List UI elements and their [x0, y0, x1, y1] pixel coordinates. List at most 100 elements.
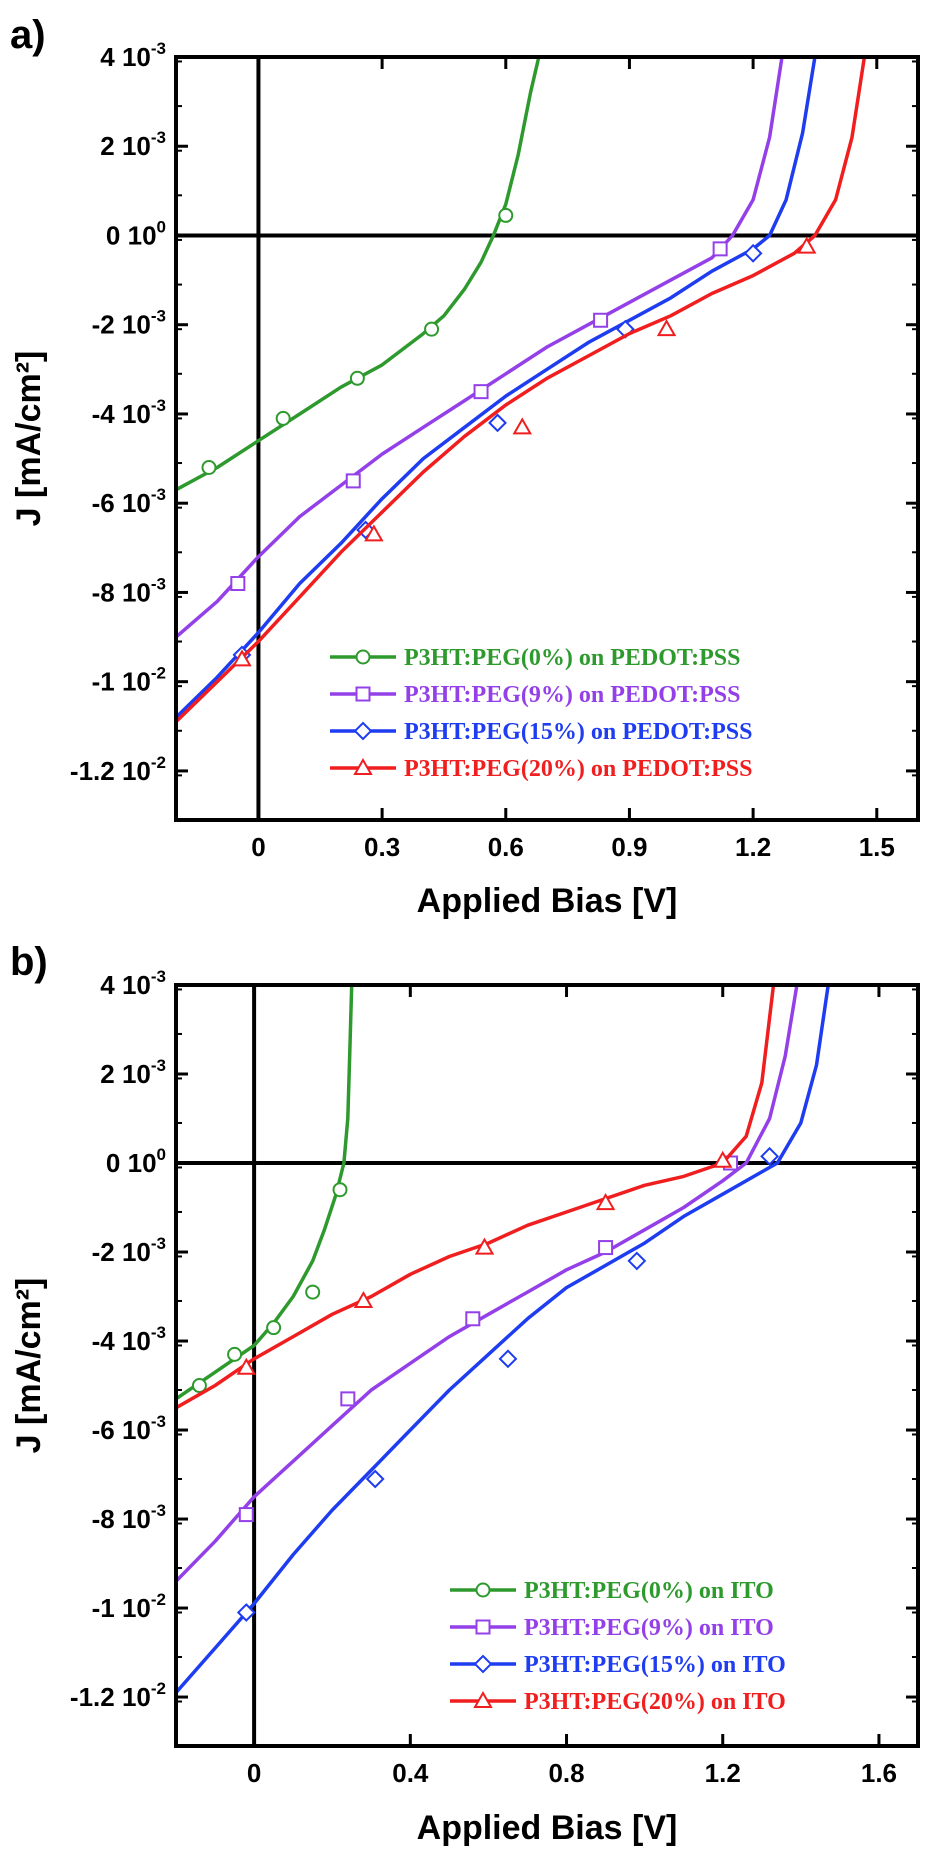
y-tick-label: -2 10-3 — [92, 1234, 166, 1267]
data-point — [364, 524, 384, 542]
data-point — [498, 1349, 518, 1369]
plot-frame — [174, 983, 920, 1748]
data-point — [365, 1469, 385, 1489]
legend-label: P3HT:PEG(15%) on PEDOT:PSS — [404, 719, 752, 745]
y-tick-label: -8 10-3 — [92, 1501, 166, 1534]
data-point — [236, 1603, 256, 1622]
legend-label: P3HT:PEG(15%) on ITO — [524, 1652, 786, 1678]
data-point — [236, 1357, 257, 1375]
data-point — [349, 370, 365, 386]
y-tick-label: 4 10-3 — [100, 39, 166, 72]
y-tick-label: -6 10-3 — [92, 1412, 166, 1445]
panel-b: b) 4 10-3 2 10-3 0 100 -2 10-3 -4 10-3 -6 10-3… — [10, 940, 920, 1847]
y-tick-label: -2 10-3 — [92, 307, 166, 340]
data-point — [656, 319, 677, 337]
data-point — [595, 1193, 616, 1211]
data-point — [598, 1240, 614, 1256]
y-tick-label: 2 10-3 — [100, 128, 166, 161]
x-tick-label: 0.6 — [488, 832, 524, 862]
data-point — [345, 473, 361, 489]
x-tick-label: 1.2 — [705, 1758, 741, 1788]
y-tick-label: 0 100 — [106, 1145, 166, 1178]
x-tick-label: 1.6 — [861, 1758, 897, 1788]
data-point — [353, 1290, 374, 1308]
legend-marker — [353, 757, 373, 775]
data-point — [473, 384, 489, 400]
x-tick-label: 0.8 — [548, 1758, 584, 1788]
x-tick-label: 0.3 — [364, 832, 400, 862]
series-line-2 — [176, 57, 817, 719]
series-line-3 — [176, 57, 867, 724]
y-axis-label: J [mA/cm²] — [10, 351, 48, 527]
y-axis-label: J [mA/cm²] — [10, 1278, 48, 1454]
data-point — [230, 576, 246, 592]
data-point — [238, 1507, 254, 1523]
legend-label: P3HT:PEG(9%) on ITO — [524, 1615, 774, 1641]
series-line-0 — [176, 985, 354, 1401]
data-point — [191, 1378, 207, 1394]
legend-marker — [475, 1619, 491, 1635]
x-axis-label: Applied Bias [V] — [417, 882, 678, 920]
series-line-1 — [176, 985, 799, 1583]
data-point — [498, 207, 514, 223]
plot-area — [176, 57, 867, 724]
y-tick-label: 0 100 — [106, 217, 166, 250]
panel-label: b) — [10, 940, 48, 984]
legend-marker — [475, 1582, 491, 1598]
data-point — [465, 1311, 481, 1327]
legend-marker — [473, 1654, 493, 1674]
x-tick-label: 0 — [247, 1758, 261, 1788]
series-line-3 — [176, 985, 776, 1410]
x-tick-label: 1.5 — [859, 832, 895, 862]
x-axis-label: Applied Bias [V] — [417, 1809, 678, 1847]
data-point — [593, 312, 609, 328]
data-point — [760, 1146, 780, 1166]
data-point — [712, 241, 728, 257]
data-point — [266, 1320, 282, 1336]
data-point — [796, 236, 817, 254]
y-tick-label: -1 10-2 — [92, 664, 166, 697]
x-tick-label: 1.2 — [735, 832, 771, 862]
legend-marker — [355, 649, 371, 665]
data-point — [227, 1346, 243, 1362]
y-tick-label: -4 10-3 — [92, 396, 166, 429]
legend-marker — [473, 1690, 493, 1708]
legend-marker — [355, 686, 371, 702]
data-point — [713, 1150, 733, 1168]
data-point — [512, 417, 532, 435]
legend-label: P3HT:PEG(0%) on PEDOT:PSS — [404, 645, 740, 671]
data-point — [201, 460, 217, 476]
legend-label: P3HT:PEG(20%) on PEDOT:PSS — [404, 756, 752, 782]
plot-frame — [174, 55, 920, 822]
legend-label: P3HT:PEG(20%) on ITO — [524, 1689, 786, 1715]
legend-marker — [353, 721, 373, 741]
y-tick-label: -8 10-3 — [92, 574, 166, 607]
y-tick-label: -1.2 10-2 — [70, 753, 166, 786]
data-point — [232, 649, 252, 667]
data-point — [424, 321, 440, 337]
y-tick-label: -1 10-2 — [92, 1590, 166, 1623]
data-point — [474, 1237, 495, 1255]
y-tick-label: 2 10-3 — [100, 1056, 166, 1089]
series-line-1 — [176, 57, 784, 639]
data-point — [340, 1391, 356, 1407]
y-tick-label: 4 10-3 — [100, 967, 166, 1000]
panel-a: a) 4 10-3 2 10-3 0 100 -2 10-3 -4 10-3 -6 10-3… — [10, 13, 920, 920]
data-point — [743, 243, 763, 263]
data-point — [332, 1182, 348, 1198]
y-tick-label: -4 10-3 — [92, 1323, 166, 1356]
legend-label: P3HT:PEG(0%) on ITO — [524, 1578, 774, 1604]
x-tick-label: 0.4 — [392, 1758, 429, 1788]
y-tick-label: -6 10-3 — [92, 485, 166, 518]
legend-label: P3HT:PEG(9%) on PEDOT:PSS — [404, 682, 740, 708]
data-point — [305, 1284, 321, 1300]
series-line-2 — [176, 985, 830, 1694]
plot-area — [176, 985, 830, 1694]
y-tick-label: -1.2 10-2 — [70, 1679, 166, 1712]
x-tick-label: 0.9 — [611, 832, 647, 862]
panel-label: a) — [10, 13, 46, 57]
data-point — [275, 410, 291, 426]
data-point — [488, 413, 507, 433]
x-tick-label: 0 — [251, 832, 265, 862]
